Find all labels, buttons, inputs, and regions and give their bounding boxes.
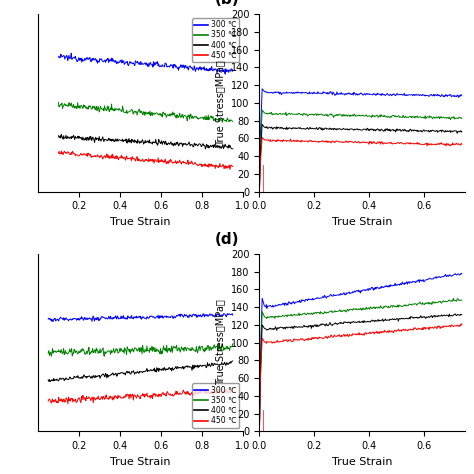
- Text: (b): (b): [214, 0, 239, 7]
- Y-axis label: True Stress（MPa）: True Stress（MPa）: [216, 60, 226, 146]
- Y-axis label: True Stress（MPa）: True Stress（MPa）: [216, 300, 226, 385]
- Legend: 300 ℃, 350 ℃, 400 ℃, 450 ℃: 300 ℃, 350 ℃, 400 ℃, 450 ℃: [192, 383, 239, 428]
- X-axis label: True Strain: True Strain: [332, 217, 392, 227]
- Legend: 300 ℃, 350 ℃, 400 ℃, 450 ℃: 300 ℃, 350 ℃, 400 ℃, 450 ℃: [192, 18, 239, 62]
- Text: (d): (d): [214, 232, 239, 247]
- X-axis label: True Strain: True Strain: [110, 217, 171, 227]
- X-axis label: True Strain: True Strain: [332, 456, 392, 466]
- X-axis label: True Strain: True Strain: [110, 456, 171, 466]
